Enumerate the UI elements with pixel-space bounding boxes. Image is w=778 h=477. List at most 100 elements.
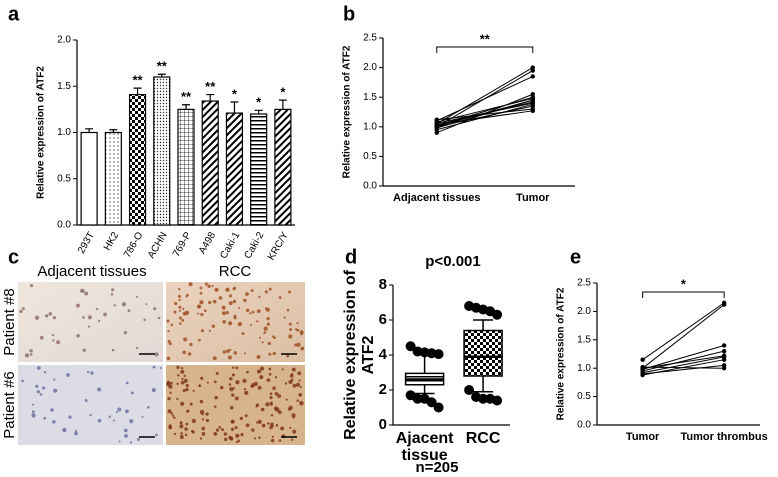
- x-tick-label: Caki-2: [243, 230, 267, 261]
- error-bar: [206, 93, 215, 102]
- error-bar: [157, 73, 166, 77]
- nucleus: [235, 366, 239, 370]
- nucleus: [34, 315, 40, 320]
- nucleus: [227, 355, 232, 360]
- nucleus: [201, 432, 206, 436]
- point: [640, 371, 645, 377]
- nucleus: [127, 309, 131, 313]
- nucleus: [87, 315, 92, 320]
- nucleus: [240, 433, 244, 437]
- nucleus: [261, 341, 264, 344]
- point: [721, 302, 727, 307]
- nucleus: [201, 426, 206, 431]
- y-tick-label: 0: [379, 416, 387, 433]
- nucleus: [299, 386, 302, 389]
- row-label: Patient #6: [1, 371, 18, 439]
- nucleus: [245, 423, 250, 428]
- bar: [225, 112, 244, 226]
- nucleus: [244, 390, 249, 395]
- bar: [80, 131, 98, 226]
- nucleus: [277, 394, 282, 398]
- nucleus: [258, 295, 261, 299]
- nucleus: [212, 356, 217, 361]
- nucleus: [231, 393, 235, 397]
- point: [530, 108, 535, 114]
- nucleus: [184, 310, 190, 315]
- point: [721, 357, 727, 362]
- nucleus: [31, 413, 36, 418]
- nucleus: [299, 330, 304, 335]
- nucleus: [230, 427, 235, 431]
- nucleus: [253, 381, 258, 387]
- nucleus: [200, 376, 204, 380]
- nucleus: [233, 351, 238, 355]
- nucleus: [170, 323, 174, 327]
- y-tick-label: 8: [379, 276, 387, 293]
- nucleus: [51, 333, 55, 337]
- nucleus: [189, 342, 193, 347]
- y-tick-label: 0.0: [363, 181, 377, 192]
- nucleus: [62, 427, 67, 433]
- nucleus: [229, 437, 233, 441]
- nucleus: [288, 379, 293, 385]
- error-bar: [182, 104, 190, 110]
- nucleus: [182, 307, 185, 311]
- error-bar: [85, 128, 94, 133]
- nucleus: [291, 413, 296, 418]
- x-tick-label: tissue: [401, 447, 447, 464]
- nucleus: [266, 422, 270, 425]
- nucleus: [228, 294, 233, 298]
- significance: **: [480, 31, 491, 46]
- nucleus: [89, 413, 92, 417]
- nucleus: [296, 342, 301, 347]
- pair-line: [436, 76, 533, 122]
- outlier: [426, 397, 437, 408]
- micrograph: [166, 365, 305, 445]
- nucleus: [199, 291, 203, 295]
- nucleus: [29, 349, 33, 353]
- nucleus: [214, 287, 219, 292]
- column-label: RCC: [219, 263, 252, 280]
- nucleus: [153, 307, 157, 311]
- nucleus: [50, 408, 54, 412]
- nucleus: [229, 377, 233, 381]
- nucleus: [213, 432, 218, 436]
- nucleus: [280, 426, 285, 431]
- nucleus: [42, 386, 46, 390]
- pair-line: [642, 366, 725, 369]
- outlier: [412, 393, 423, 404]
- nucleus: [218, 296, 223, 300]
- nucleus: [243, 298, 247, 303]
- nucleus: [268, 287, 272, 291]
- nucleus: [231, 366, 235, 369]
- nucleus: [80, 288, 85, 293]
- x-tick-label: 786-O: [122, 230, 146, 260]
- x-tick-label: Tumor: [626, 431, 660, 443]
- nucleus: [56, 340, 61, 345]
- nucleus: [130, 391, 134, 395]
- nucleus: [199, 437, 203, 440]
- point: [721, 348, 727, 354]
- nucleus: [228, 383, 232, 386]
- nucleus: [245, 292, 249, 296]
- nucleus: [244, 414, 248, 418]
- nucleus: [225, 311, 229, 315]
- nucleus: [269, 396, 273, 400]
- nucleus: [296, 322, 299, 325]
- nucleus: [176, 382, 179, 386]
- nucleus: [184, 427, 188, 431]
- nucleus: [173, 416, 176, 419]
- nucleus: [151, 388, 156, 393]
- nucleus: [221, 305, 226, 310]
- nucleus: [243, 352, 246, 355]
- pair-line: [642, 355, 725, 369]
- y-axis-label: Relative expression of ATF2: [556, 287, 567, 420]
- bar: [250, 113, 268, 226]
- x-tick-label: Tumor: [516, 192, 550, 204]
- nucleus: [174, 301, 178, 306]
- nucleus: [258, 436, 261, 439]
- box: [463, 329, 503, 377]
- nucleus: [204, 282, 208, 286]
- nucleus: [232, 387, 235, 390]
- nucleus: [272, 335, 275, 338]
